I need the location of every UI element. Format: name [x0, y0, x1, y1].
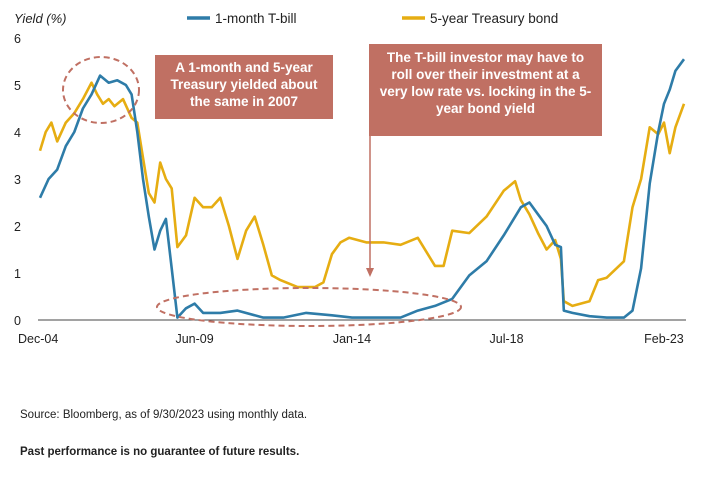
- yield-chart: 0 1 2 3 4 5 6 Yield (%) Dec-04 Jun-09 Jan-14 Jul-1…: [14, 11, 686, 346]
- y-tick-label: 1: [14, 267, 21, 281]
- y-tick-label: 3: [14, 173, 21, 187]
- ellipse-low-rates: [156, 287, 462, 327]
- series-line-tbill: [38, 58, 686, 319]
- y-tick-label: 6: [14, 32, 21, 46]
- x-tick-label: Feb-23: [644, 332, 684, 346]
- y-tick-labels: 0 1 2 3 4 5 6 Yield (%): [14, 11, 67, 328]
- y-axis-label: Yield (%): [14, 11, 67, 26]
- disclaimer: Past performance is no guarantee of futu…: [20, 446, 300, 458]
- x-tick-label: Jul-18: [490, 332, 524, 346]
- arrow-head: [366, 268, 374, 277]
- y-tick-label: 5: [14, 79, 21, 93]
- x-tick-label: Jun-09: [175, 332, 213, 346]
- y-tick-label: 2: [14, 220, 21, 234]
- legend-label-tbill: 1-month T-bill: [215, 11, 297, 26]
- legend-label-bond: 5-year Treasury bond: [430, 11, 558, 26]
- callout-2007-equal-yields: A 1-month and 5-year Treasury yielded ab…: [155, 55, 333, 119]
- x-tick-labels: Dec-04 Jun-09 Jan-14 Jul-18 Feb-23: [18, 332, 684, 346]
- source-note: Source: Bloomberg, as of 9/30/2023 using…: [20, 409, 308, 421]
- ellipse-2007: [62, 56, 140, 124]
- x-tick-label: Dec-04: [18, 332, 58, 346]
- legend: 1-month T-bill 5-year Treasury bond: [187, 11, 558, 26]
- y-tick-label: 0: [14, 314, 21, 328]
- annotation-marks: [62, 56, 462, 327]
- x-tick-label: Jan-14: [333, 332, 371, 346]
- callout-rollover-risk: The T-bill investor may have to roll ove…: [369, 44, 602, 136]
- y-tick-label: 4: [14, 126, 21, 140]
